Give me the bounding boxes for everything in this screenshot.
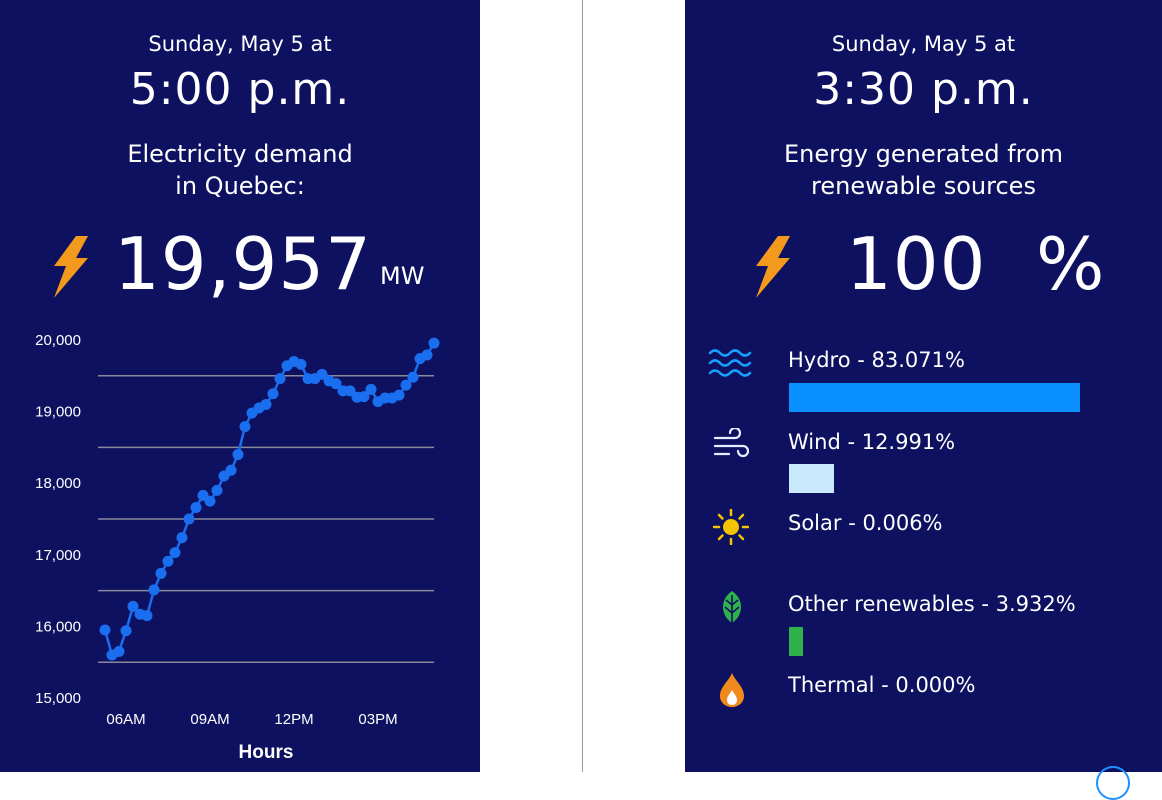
data-point — [113, 645, 125, 657]
data-point — [267, 388, 279, 400]
data-point — [176, 532, 188, 544]
renewables-subtitle-line2: renewable sources — [811, 172, 1036, 200]
lightning-bolt-icon — [54, 236, 88, 298]
demand-unit: MW — [380, 262, 425, 290]
demand-panel: Sunday, May 5 at 5:00 p.m. Electricity d… — [0, 0, 480, 772]
y-tick-label: 18,000 — [35, 475, 81, 492]
y-tick-label: 17,000 — [35, 547, 81, 564]
demand-time-label: 5:00 p.m. — [129, 64, 351, 115]
demand-series-points — [99, 337, 440, 661]
data-point — [204, 495, 216, 507]
y-tick-label: 20,000 — [35, 332, 81, 349]
data-point — [99, 624, 111, 636]
data-point — [127, 600, 139, 612]
renewables-time-label: 3:30 p.m. — [813, 64, 1034, 115]
wind-icon — [713, 428, 750, 458]
data-point — [155, 567, 167, 579]
data-point — [428, 337, 440, 349]
data-point — [365, 383, 377, 395]
chart-x-axis-title: Hours — [239, 742, 294, 763]
other-renewables-share-bar — [789, 627, 803, 656]
water-waves-icon — [708, 349, 752, 377]
lightning-bolt-icon — [756, 236, 790, 298]
data-point — [183, 513, 195, 525]
renewables-subtitle-line1: Energy generated from — [783, 140, 1064, 168]
x-tick-label: 09AM — [190, 711, 229, 728]
demand-subtitle: Electricity demand in Quebec: — [0, 138, 480, 202]
data-point — [260, 398, 272, 410]
demand-date-label: Sunday, May 5 at — [148, 32, 332, 56]
y-tick-label: 15,000 — [35, 690, 81, 707]
data-point — [358, 391, 370, 403]
wind-share-bar — [789, 464, 835, 493]
hydro-share-bar — [789, 383, 1080, 412]
data-point — [274, 373, 286, 385]
data-point — [400, 379, 412, 391]
x-tick-label: 03PM — [358, 711, 397, 728]
leaf-icon — [723, 591, 741, 626]
data-point — [421, 349, 433, 361]
data-point — [239, 421, 251, 433]
data-point — [393, 389, 405, 401]
corner-indicator — [1096, 766, 1130, 800]
x-tick-label: 06AM — [106, 711, 145, 728]
renewables-subtitle: Energy generated from renewable sources — [685, 138, 1162, 202]
demand-line-chart: 20,000 19,000 18,000 17,000 16,000 15,000 06A… — [35, 332, 440, 763]
renewable-percent-sign: % — [1036, 222, 1106, 306]
chart-y-axis: 20,000 19,000 18,000 17,000 16,000 15,000 — [35, 332, 81, 707]
wind-label: Wind - 12.991% — [788, 430, 956, 454]
data-point — [162, 555, 174, 567]
demand-subtitle-line1: Electricity demand — [127, 140, 353, 168]
data-point — [316, 368, 328, 380]
data-point — [169, 547, 181, 559]
renewables-date-label: Sunday, May 5 at — [831, 32, 1016, 56]
demand-subtitle-line2: in Quebec: — [175, 172, 305, 200]
demand-value: 19,957 — [114, 222, 372, 306]
thermal-label: Thermal - 0.000% — [788, 673, 976, 697]
data-point — [344, 385, 356, 397]
data-point — [407, 371, 419, 383]
sun-icon — [713, 509, 749, 545]
flame-icon — [720, 673, 744, 707]
y-tick-label: 19,000 — [35, 404, 81, 421]
solar-label: Solar - 0.006% — [788, 511, 943, 535]
other-renewables-label: Other renewables - 3.932% — [788, 592, 1076, 616]
data-point — [148, 584, 160, 596]
chart-x-axis: 06AM 09AM 12PM 03PM — [106, 711, 397, 728]
data-point — [225, 464, 237, 476]
data-point — [141, 610, 153, 622]
data-point — [120, 625, 132, 637]
data-point — [330, 378, 342, 390]
data-point — [232, 449, 244, 461]
panel-divider — [582, 0, 583, 772]
renewable-percent-value: 100 — [846, 222, 987, 306]
data-point — [211, 484, 223, 496]
y-tick-label: 16,000 — [35, 618, 81, 635]
data-point — [190, 502, 202, 514]
data-point — [295, 358, 307, 370]
hydro-label: Hydro - 83.071% — [788, 348, 965, 372]
x-tick-label: 12PM — [274, 711, 313, 728]
